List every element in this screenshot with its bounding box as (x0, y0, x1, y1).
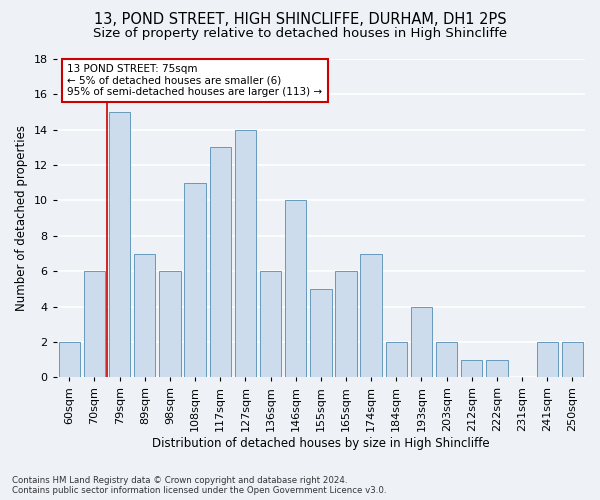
Bar (84, 271, 105, 378)
Bar (361, 254, 382, 378)
Text: 13, POND STREET, HIGH SHINCLIFFE, DURHAM, DH1 2PS: 13, POND STREET, HIGH SHINCLIFFE, DURHAM… (94, 12, 506, 28)
Text: Contains HM Land Registry data © Crown copyright and database right 2024.
Contai: Contains HM Land Registry data © Crown c… (12, 476, 386, 495)
Text: Size of property relative to detached houses in High Shincliffe: Size of property relative to detached ho… (93, 28, 507, 40)
Bar (562, 342, 583, 378)
Bar (235, 130, 256, 378)
Bar (335, 271, 357, 378)
Bar (411, 306, 432, 378)
Bar (486, 360, 508, 378)
Text: 13 POND STREET: 75sqm
← 5% of detached houses are smaller (6)
95% of semi-detach: 13 POND STREET: 75sqm ← 5% of detached h… (67, 64, 322, 97)
Bar (159, 271, 181, 378)
Bar (260, 271, 281, 378)
Bar (209, 148, 231, 378)
Y-axis label: Number of detached properties: Number of detached properties (15, 125, 28, 311)
Bar (184, 183, 206, 378)
Bar (536, 342, 558, 378)
Bar (134, 254, 155, 378)
Bar (310, 289, 332, 378)
Bar (109, 112, 130, 378)
Bar (386, 342, 407, 378)
Bar (461, 360, 482, 378)
X-axis label: Distribution of detached houses by size in High Shincliffe: Distribution of detached houses by size … (152, 437, 490, 450)
Bar (285, 200, 307, 378)
Bar (436, 342, 457, 378)
Bar (59, 342, 80, 378)
